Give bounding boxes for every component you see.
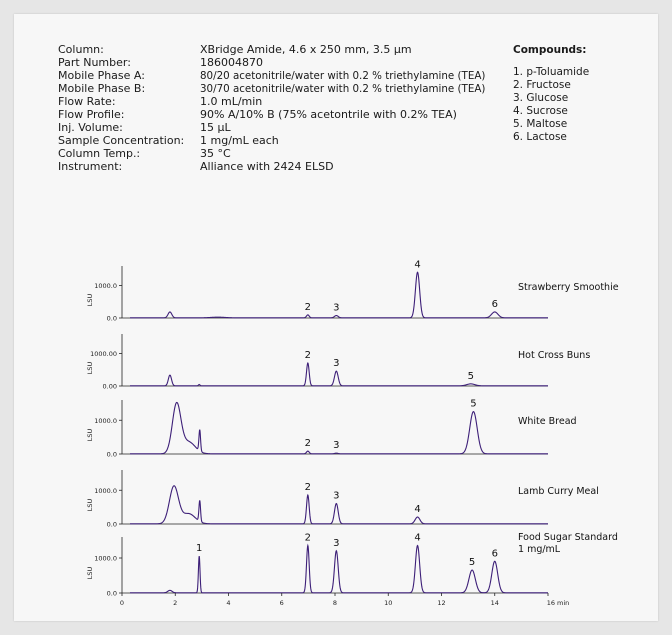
chromatogram-panel: 1000.0 0.0 LSU 2 3 4 6 Strawberry Smoothie	[86, 259, 619, 322]
sample-name: Strawberry Smoothie	[518, 282, 619, 293]
chromatogram-trace	[129, 485, 548, 525]
chromatogram-panel: 1000.0 0.0 LSU 2 3 4 Lamb Curry Meal	[86, 470, 599, 529]
peak-label: 4	[414, 504, 420, 515]
peak-label: 3	[333, 303, 339, 314]
x-tick-label: 6	[280, 599, 284, 607]
sample-name: Hot Cross Buns	[518, 350, 590, 361]
condition-label: Flow Rate:	[58, 95, 116, 108]
peak-label: 2	[305, 438, 311, 449]
condition-value: 186004870	[200, 56, 263, 69]
peak-label: 3	[333, 440, 339, 451]
condition-value: 15 µL	[200, 121, 231, 134]
condition-value: 80/20 acetonitrile/water with 0.2 % trie…	[200, 70, 486, 82]
condition-value: XBridge Amide, 4.6 x 250 mm, 3.5 µm	[200, 43, 412, 56]
chromatogram-panel: 1000.00 0.00 LSU 2 3 5 Hot Cross Buns	[86, 334, 590, 391]
peak-label: 3	[333, 358, 339, 369]
peak-label: 3	[333, 491, 339, 502]
condition-value: Alliance with 2424 ELSD	[200, 160, 334, 173]
y-axis-label: LSU	[86, 362, 94, 375]
y-tick-label: 1000.0	[94, 417, 117, 425]
condition-label: Column Temp.:	[58, 147, 141, 160]
y-axis-label: LSU	[86, 294, 94, 307]
compound-item: 4. Sucrose	[513, 105, 568, 117]
compound-item: 1. p-Toluamide	[513, 66, 590, 78]
y-axis-label: LSU	[86, 429, 94, 442]
compound-item: 6. Lactose	[513, 131, 567, 143]
condition-label: Part Number:	[58, 56, 131, 69]
condition-label: Flow Profile:	[58, 108, 125, 121]
y-tick-label: 1000.0	[94, 555, 117, 563]
chromatogram-panel: 1000.0 0.0 LSU 2 3 5 White Bread	[86, 399, 577, 459]
chromatogram-trace	[129, 543, 548, 594]
y-tick-label: 1000.00	[90, 350, 117, 358]
condition-value: 1 mg/mL each	[200, 134, 279, 147]
x-tick-label: 12	[437, 599, 445, 607]
y-tick-label: 0.0	[107, 451, 117, 459]
condition-label: Mobile Phase B:	[58, 82, 146, 95]
peak-label: 3	[333, 538, 339, 549]
condition-value: 35 °C	[200, 147, 231, 160]
condition-label: Sample Concentration:	[58, 134, 185, 147]
peak-label: 5	[470, 399, 476, 410]
x-tick-label: 10	[384, 599, 392, 607]
x-tick-label: 2	[173, 599, 177, 607]
x-tick-label: 14	[491, 599, 499, 607]
peak-label: 2	[305, 302, 311, 313]
condition-label: Column:	[58, 43, 104, 56]
y-axis-label: LSU	[86, 567, 94, 580]
condition-label: Inj. Volume:	[58, 121, 123, 134]
figure-card: Column: Part Number: Mobile Phase A: Mob…	[14, 14, 658, 621]
peak-label: 2	[305, 533, 311, 544]
sample-name: Food Sugar Standard	[518, 532, 618, 543]
y-tick-label: 0.0	[107, 315, 117, 323]
y-tick-label: 1000.0	[94, 282, 117, 290]
chromatogram-trace	[129, 271, 548, 319]
condition-value: 30/70 acetonitrile/water with 0.2 % trie…	[200, 83, 486, 95]
y-tick-label: 0.0	[107, 521, 117, 529]
y-tick-label: 0.0	[107, 590, 117, 598]
condition-label: Mobile Phase A:	[58, 69, 145, 82]
sample-name: Lamb Curry Meal	[518, 486, 599, 497]
compound-item: 3. Glucose	[513, 92, 569, 104]
sample-name: White Bread	[518, 416, 577, 427]
chromatogram-trace	[129, 361, 548, 387]
x-tick-label: 16 min	[547, 599, 570, 607]
peak-label: 1	[196, 543, 202, 554]
peak-label: 2	[305, 350, 311, 361]
chromatogram-trace	[129, 401, 548, 455]
peak-label: 6	[492, 299, 498, 310]
y-tick-label: 0.00	[103, 383, 117, 391]
compound-item: 2. Fructose	[513, 79, 571, 91]
condition-value: 1.0 mL/min	[200, 95, 263, 108]
x-tick-label: 8	[333, 599, 337, 607]
peak-label: 5	[469, 557, 475, 568]
compounds-title: Compounds:	[513, 44, 587, 56]
peak-label: 2	[305, 482, 311, 493]
sample-name: 1 mg/mL	[518, 544, 561, 555]
peak-label: 4	[414, 533, 420, 544]
x-tick-label: 0	[120, 599, 124, 607]
x-tick-label: 4	[226, 599, 230, 607]
peak-label: 6	[492, 548, 498, 559]
peak-label: 4	[414, 259, 420, 270]
y-tick-label: 1000.0	[94, 487, 117, 495]
peak-label: 5	[468, 371, 474, 382]
condition-value: 90% A/10% B (75% acetontrile with 0.2% T…	[200, 108, 457, 121]
compound-item: 5. Maltose	[513, 118, 568, 130]
condition-label: Instrument:	[58, 160, 123, 173]
y-axis-label: LSU	[86, 499, 94, 512]
